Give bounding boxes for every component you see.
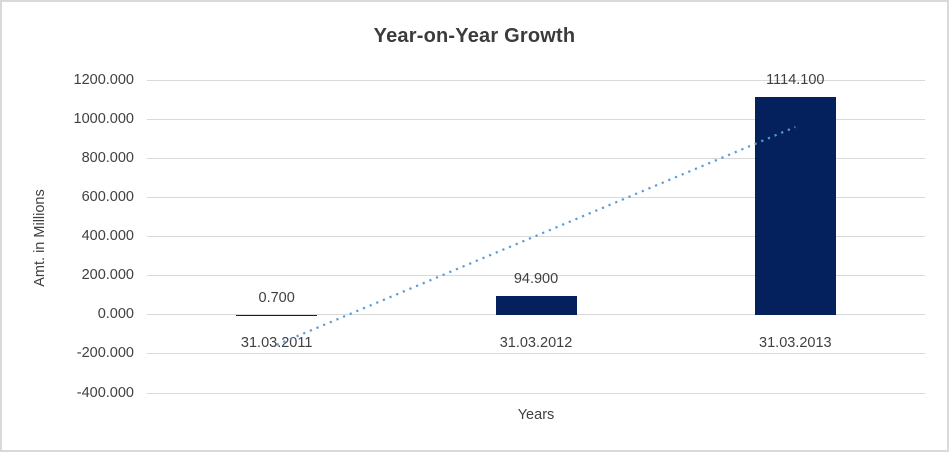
y-tick-label: -200.000 <box>76 345 134 362</box>
x-category-label: 31.03.2011 <box>240 334 313 351</box>
y-tick-label: -400.000 <box>76 384 134 401</box>
chart-title: Year-on-Year Growth <box>373 25 576 47</box>
y-tick-label: 200.000 <box>81 267 134 284</box>
gridline <box>147 118 925 120</box>
x-category-label: 31.03.2013 <box>759 334 832 351</box>
bar-data-label: 0.700 <box>258 289 295 306</box>
gridline <box>147 79 925 81</box>
bar <box>495 296 577 315</box>
y-tick-label: 800.000 <box>81 149 134 166</box>
y-tick-label: 600.000 <box>81 188 134 205</box>
y-tick-label: 1200.000 <box>73 71 134 88</box>
x-category-label: 31.03.2012 <box>499 334 573 351</box>
gridline <box>147 392 925 394</box>
y-tick-label: 0.000 <box>97 306 134 323</box>
x-axis-title: Years <box>517 407 555 423</box>
bar-data-label: 94.900 <box>513 271 559 288</box>
bar <box>754 96 836 315</box>
y-tick-label: 1000.000 <box>73 110 134 127</box>
gridline <box>147 353 925 355</box>
y-tick-label: 400.000 <box>81 228 134 244</box>
bar-data-label: 1114.100 <box>766 71 825 88</box>
